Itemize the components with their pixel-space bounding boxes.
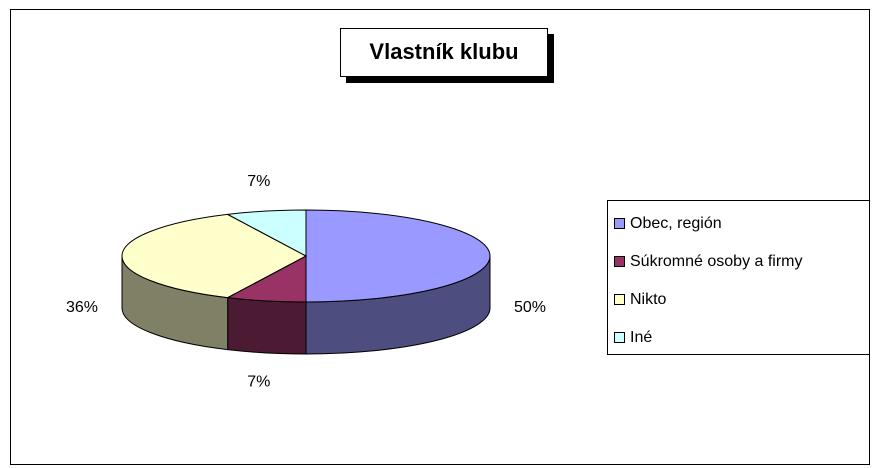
legend-label: Iné: [630, 329, 652, 346]
legend-swatch: [614, 218, 625, 229]
title-box: [340, 28, 548, 77]
legend-swatch: [614, 332, 625, 343]
data-label: 7%: [247, 373, 270, 390]
data-label: 50%: [514, 299, 546, 316]
slice: [305, 209, 491, 303]
slice-side: [227, 297, 307, 355]
legend-box: [607, 200, 870, 355]
legend-swatch: [614, 256, 625, 267]
slice: [226, 209, 307, 257]
legend-label: Obec, región: [630, 215, 722, 232]
chart-title: Vlastník klubu: [369, 39, 518, 64]
data-label: 36%: [66, 299, 98, 316]
legend-label: Súkromné osoby a firmy: [630, 253, 803, 270]
slice: [121, 213, 308, 299]
data-label: 7%: [247, 173, 270, 190]
legend-swatch: [614, 294, 625, 305]
legend-label: Nikto: [630, 291, 667, 308]
